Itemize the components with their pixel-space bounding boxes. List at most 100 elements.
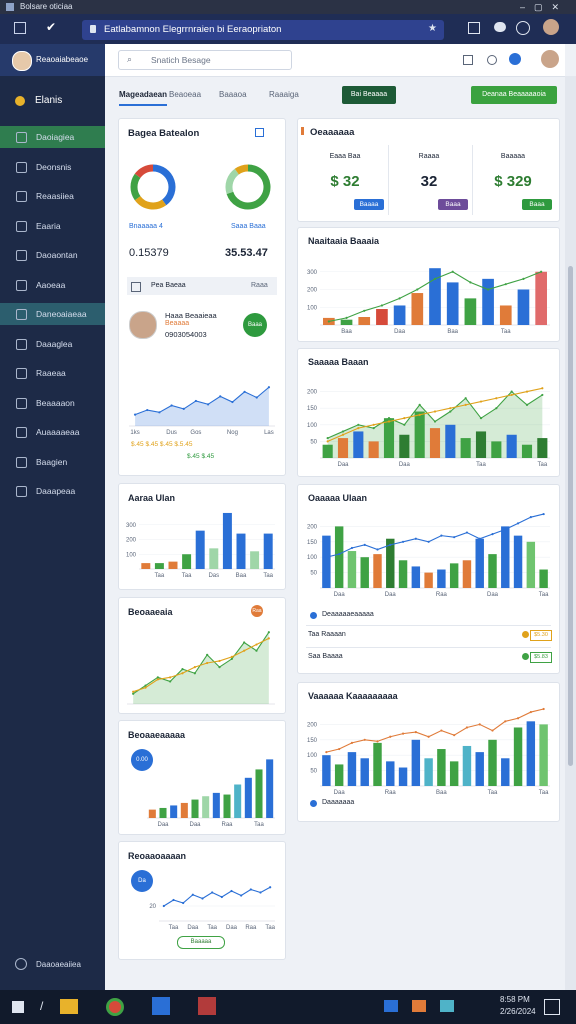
point — [267, 631, 270, 634]
bar — [386, 538, 395, 588]
notification[interactable] — [544, 999, 560, 1015]
sidebar-item[interactable]: Deonsnis — [0, 156, 105, 178]
sidebar-item[interactable]: Daoaontan — [0, 244, 105, 266]
summary-row: Pea Baeaa Raaa — [127, 277, 277, 295]
line — [163, 886, 271, 907]
sidebar-item[interactable]: Beaaaaon — [0, 392, 105, 414]
profile-icon[interactable] — [516, 21, 530, 35]
x-tick-label: Daa — [189, 822, 201, 828]
kpi-tag: Baaa — [438, 199, 468, 210]
point — [516, 522, 520, 525]
start-button[interactable] — [12, 1001, 24, 1013]
avatar[interactable] — [543, 19, 559, 35]
back-icon[interactable]: ✔ — [46, 20, 57, 34]
point — [376, 740, 379, 743]
header-icon[interactable] — [487, 55, 497, 65]
tab[interactable]: Baaaoa — [219, 90, 247, 99]
point — [389, 735, 392, 738]
card-title: Beoaaeaia — [128, 607, 173, 617]
sidebar-item[interactable]: Daaapeaa — [0, 480, 105, 502]
point — [255, 649, 258, 652]
person-name: Haaa Beaaieaa — [165, 311, 217, 320]
sidebar-footer[interactable]: Daaoaeaiiea — [36, 960, 81, 969]
cloud-icon[interactable] — [494, 22, 506, 32]
point — [338, 747, 341, 751]
bar — [437, 569, 446, 588]
point — [510, 393, 513, 397]
tab[interactable]: Mageadaean — [119, 90, 168, 106]
window-controls[interactable]: –▢✕ — [520, 2, 569, 12]
bar — [209, 548, 219, 569]
app-editor[interactable] — [152, 997, 170, 1015]
legend-dot — [310, 800, 317, 807]
x-tick-label: Taa — [254, 822, 264, 828]
kpi-tag: Baaa — [522, 199, 552, 210]
kpi-value: $ 329 — [494, 173, 532, 190]
button[interactable]: Bai Beaaaa — [342, 86, 396, 104]
user-avatar[interactable] — [12, 51, 32, 71]
person-action[interactable]: Baaa — [243, 313, 267, 337]
menu-icon[interactable] — [14, 22, 26, 34]
sidebar-item[interactable]: Daneoaiaeaa — [0, 303, 105, 325]
app-other[interactable] — [198, 997, 216, 1015]
action-pill[interactable]: Baaaaa — [177, 936, 225, 949]
legend-text: Daaaaaaa — [322, 799, 355, 806]
bar — [353, 431, 364, 458]
x-tick-label: Raa — [245, 925, 257, 931]
line — [326, 513, 544, 558]
sidebar-item[interactable]: Raaeaa — [0, 362, 105, 384]
button[interactable]: Deanaa Beaaaaaoia — [471, 86, 557, 104]
sidebar-item[interactable]: Baagien — [0, 451, 105, 473]
bar — [539, 569, 548, 588]
bar — [244, 777, 252, 818]
point — [182, 407, 185, 410]
tab[interactable]: Raaaiga — [269, 90, 299, 99]
search-button[interactable]: / — [40, 999, 44, 1013]
header-icon[interactable] — [463, 55, 473, 65]
point — [231, 400, 234, 404]
sidebar-item[interactable]: Daaaglea — [0, 333, 105, 355]
card-title: Oaaaaa Ulaan — [308, 493, 368, 503]
bar — [424, 572, 433, 588]
point — [338, 553, 341, 556]
x-tick-label: Taa — [537, 462, 547, 468]
bar — [475, 431, 487, 458]
point — [416, 288, 419, 291]
address-bar[interactable]: Eatlabamnon Elegrrnraien bi Eeraopriaton… — [82, 20, 444, 40]
bar — [429, 268, 441, 325]
scrollbar[interactable] — [565, 76, 576, 990]
app-browser[interactable] — [106, 998, 124, 1016]
header-icon[interactable] — [509, 53, 521, 65]
tray-icons[interactable] — [384, 1000, 454, 1012]
bar — [386, 761, 395, 786]
scroll-thumb[interactable] — [568, 266, 573, 766]
sidebar-item[interactable]: Auaaaaeaa — [0, 421, 105, 443]
star-icon[interactable]: ★ — [428, 23, 437, 34]
row-divider — [306, 625, 551, 626]
ext-icon[interactable] — [468, 22, 480, 34]
header-avatar[interactable] — [541, 50, 559, 68]
point — [206, 653, 209, 656]
row-value: $5.30 — [530, 630, 552, 641]
search-box[interactable]: ⌕ Snatich Besage — [118, 50, 292, 70]
bar — [491, 441, 502, 458]
card-icon[interactable] — [255, 128, 264, 137]
kpi-label: Baaaaa — [500, 153, 526, 160]
bar — [411, 739, 421, 786]
kpi-value: $ 32 — [330, 173, 360, 190]
search-placeholder: Snatich Besage — [151, 55, 211, 65]
sidebar-item[interactable]: Aaoeaa — [0, 274, 105, 296]
sidebar-profile: Reaoaiabeaoe — [0, 44, 105, 76]
bar — [182, 554, 192, 569]
card-chart: 20 Taa Daa Taa Daa Raa Taa — [149, 886, 276, 931]
card-chart: 100 200 300 Baa Daa Baa Taa — [307, 268, 550, 335]
sidebar-item[interactable]: Reaasiiea — [0, 185, 105, 207]
point — [363, 309, 366, 312]
x-tick-label: Dus — [166, 430, 177, 436]
bar — [537, 438, 548, 458]
tab[interactable]: Beaoeaa — [169, 90, 202, 99]
x-tick-label: Daa — [385, 592, 397, 598]
sidebar-item[interactable]: Eaaria — [0, 215, 105, 237]
sidebar-item[interactable]: Daoiagiea — [0, 126, 105, 148]
app-folder[interactable] — [60, 999, 78, 1014]
